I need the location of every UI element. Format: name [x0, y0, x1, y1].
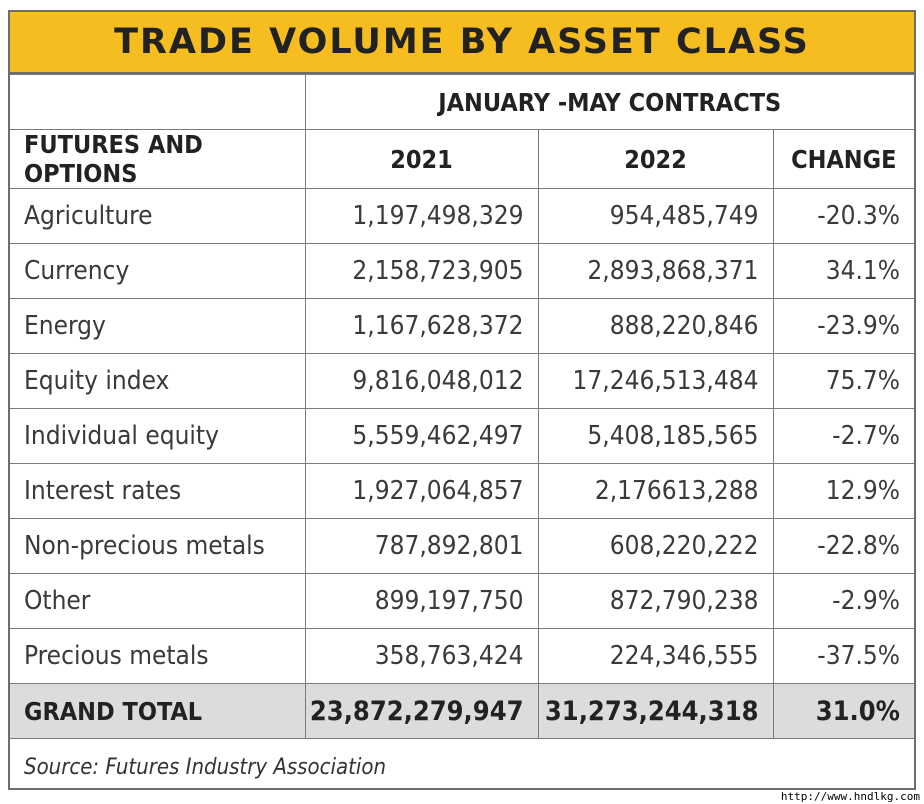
row-category: Agriculture	[10, 188, 306, 244]
row-change: -22.8%	[772, 518, 915, 574]
table-title: TRADE VOLUME BY ASSET CLASS	[10, 12, 914, 74]
total-2022: 31,273,244,318	[537, 683, 774, 739]
trade-volume-table: JANUARY -MAY CONTRACTS FUTURES AND OPTIO…	[10, 74, 915, 739]
row-2022: 224,346,555	[537, 628, 774, 684]
row-category: Currency	[10, 243, 306, 299]
row-2022: 5,408,185,565	[537, 408, 774, 464]
row-change: 34.1%	[772, 243, 915, 299]
row-2021: 1,927,064,857	[304, 463, 539, 519]
watermark-url: http://www.hndlkg.com	[780, 790, 920, 803]
total-2021: 23,872,279,947	[304, 683, 539, 739]
row-2022: 888,220,846	[537, 298, 774, 354]
table-row: Individual equity 5,559,462,497 5,408,185,…	[10, 408, 915, 464]
row-2021: 1,197,498,329	[304, 188, 539, 244]
table-row: Equity index 9,816,048,012 17,246,513,484 7…	[10, 353, 915, 409]
row-category: Individual equity	[10, 408, 306, 464]
table-frame: TRADE VOLUME BY ASSET CLASS JANUARY -MAY…	[8, 10, 916, 790]
table-row: Energy 1,167,628,372 888,220,846 -23.9%	[10, 298, 915, 354]
column-header-category: FUTURES AND OPTIONS	[10, 129, 306, 189]
table-row: Non-precious metals 787,892,801 608,220,22…	[10, 518, 915, 574]
table-row: Agriculture 1,197,498,329 954,485,749 -20.3…	[10, 188, 915, 244]
empty-corner-cell	[10, 74, 306, 130]
grand-total-row: GRAND TOTAL 23,872,279,947 31,273,244,31…	[10, 683, 915, 739]
row-2022: 17,246,513,484	[537, 353, 774, 409]
row-2021: 9,816,048,012	[304, 353, 539, 409]
row-change: -2.9%	[772, 573, 915, 629]
row-category: Non-precious metals	[10, 518, 306, 574]
total-change: 31.0%	[772, 683, 915, 739]
row-2021: 899,197,750	[304, 573, 539, 629]
row-category: Precious metals	[10, 628, 306, 684]
row-change: -2.7%	[772, 408, 915, 464]
row-2022: 608,220,222	[537, 518, 774, 574]
column-header-change: CHANGE	[772, 129, 915, 189]
column-header-2022: 2022	[537, 129, 774, 189]
table-row: Interest rates 1,927,064,857 2,176613,288 1…	[10, 463, 915, 519]
row-2021: 5,559,462,497	[304, 408, 539, 464]
row-change: 75.7%	[772, 353, 915, 409]
row-category: Interest rates	[10, 463, 306, 519]
table-row: Currency 2,158,723,905 2,893,868,371 34.1%	[10, 243, 915, 299]
row-2021: 1,167,628,372	[304, 298, 539, 354]
group-header: JANUARY -MAY CONTRACTS	[304, 74, 915, 130]
row-change: -20.3%	[772, 188, 915, 244]
row-2021: 2,158,723,905	[304, 243, 539, 299]
row-category: Energy	[10, 298, 306, 354]
total-label: GRAND TOTAL	[10, 683, 306, 739]
row-category: Equity index	[10, 353, 306, 409]
row-2021: 787,892,801	[304, 518, 539, 574]
row-change: -23.9%	[772, 298, 915, 354]
row-2021: 358,763,424	[304, 628, 539, 684]
row-2022: 2,176613,288	[537, 463, 774, 519]
row-change: 12.9%	[772, 463, 915, 519]
table-row: Other 899,197,750 872,790,238 -2.9%	[10, 573, 915, 629]
row-2022: 872,790,238	[537, 573, 774, 629]
column-header-2021: 2021	[304, 129, 539, 189]
table-row: Precious metals 358,763,424 224,346,555 -37…	[10, 628, 915, 684]
row-2022: 2,893,868,371	[537, 243, 774, 299]
row-change: -37.5%	[772, 628, 915, 684]
source-note: Source: Futures Industry Association	[24, 755, 387, 780]
row-2022: 954,485,749	[537, 188, 774, 244]
row-category: Other	[10, 573, 306, 629]
